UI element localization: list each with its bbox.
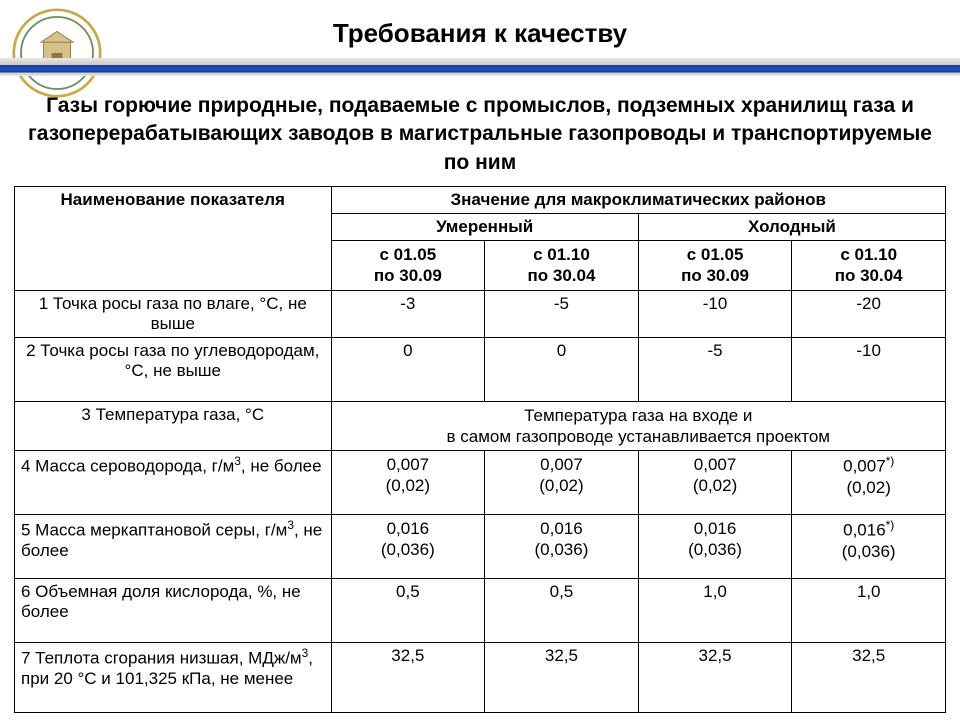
row-value: 0,016 (0,036): [331, 515, 485, 579]
value-line: (0,02): [693, 476, 737, 495]
name-part: , не более: [241, 457, 322, 476]
row-value: -10: [792, 337, 946, 401]
row-value: 0: [331, 337, 485, 401]
footnote-mark: *): [886, 518, 895, 532]
value-line: (0,02): [846, 478, 890, 497]
table-row: 4 Масса сероводорода, г/м3, не более 0,0…: [15, 451, 946, 515]
row-value: -10: [638, 290, 792, 337]
row-name: 3 Температура газа, °С: [15, 401, 332, 451]
period-line: по 30.04: [835, 266, 903, 285]
row-value: 0,007 (0,02): [485, 451, 639, 515]
value-line: 0,016: [540, 519, 583, 538]
value-line: 0,007: [387, 455, 430, 474]
col-header-period-4: с 01.10 по 30.04: [792, 241, 946, 291]
value-line: 0,016: [694, 519, 737, 538]
col-header-name: Наименование показателя: [15, 187, 332, 291]
requirements-table: Наименование показателя Значение для мак…: [14, 186, 946, 713]
row-name: 7 Теплота сгорания низшая, МДж/м3, при 2…: [15, 643, 332, 713]
row-value: 0,016 (0,036): [638, 515, 792, 579]
row-name: 6 Объемная доля кислорода, %, не более: [15, 579, 332, 643]
row-value: 0: [485, 337, 639, 401]
table-row: 6 Объемная доля кислорода, %, не более 0…: [15, 579, 946, 643]
row-value: 32,5: [638, 643, 792, 713]
name-part: 4 Масса сероводорода, г/м: [21, 457, 234, 476]
row-value: 0,5: [331, 579, 485, 643]
row-name: 2 Точка росы газа по углеводородам, °С, …: [15, 337, 332, 401]
col-header-group: Значение для макроклиматических районов: [331, 187, 945, 214]
row-value: 1,0: [792, 579, 946, 643]
row-value: -5: [638, 337, 792, 401]
row-name: 4 Масса сероводорода, г/м3, не более: [15, 451, 332, 515]
table-row: 7 Теплота сгорания низшая, МДж/м3, при 2…: [15, 643, 946, 713]
value-line: (0,036): [535, 540, 589, 559]
row-value: 0,007 (0,02): [331, 451, 485, 515]
period-line: с 01.10: [533, 245, 590, 264]
table-row: 5 Масса меркаптановой серы, г/м3, не бол…: [15, 515, 946, 579]
col-header-moderate: Умеренный: [331, 214, 638, 241]
page-subtitle: Газы горючие природные, подаваемые с про…: [14, 92, 946, 177]
header-decoration-bar: [0, 58, 960, 76]
superscript: 3: [287, 518, 294, 532]
value-line: (0,036): [381, 540, 435, 559]
name-part: 7 Теплота сгорания низшая, МДж/м: [21, 649, 302, 668]
period-line: с 01.05: [687, 245, 744, 264]
row-value: 0,5: [485, 579, 639, 643]
value-line: 0,016: [387, 519, 430, 538]
col-header-cold: Холодный: [638, 214, 945, 241]
value-line: 0,016: [843, 521, 886, 540]
row-value: -5: [485, 290, 639, 337]
period-line: по 30.04: [527, 266, 595, 285]
value-line: 0,007: [540, 455, 583, 474]
period-line: по 30.09: [681, 266, 749, 285]
table-row: 3 Температура газа, °С Температура газа …: [15, 401, 946, 451]
value-line: 0,007: [694, 455, 737, 474]
row-value: -3: [331, 290, 485, 337]
value-line: (0,036): [842, 542, 896, 561]
table-row: 1 Точка росы газа по влаге, °С, не выше …: [15, 290, 946, 337]
requirements-table-wrap: Наименование показателя Значение для мак…: [14, 186, 946, 713]
period-line: с 01.10: [840, 245, 897, 264]
value-line: (0,036): [688, 540, 742, 559]
col-header-period-3: с 01.05 по 30.09: [638, 241, 792, 291]
table-row: 2 Точка росы газа по углеводородам, °С, …: [15, 337, 946, 401]
col-header-period-2: с 01.10 по 30.04: [485, 241, 639, 291]
name-part: 5 Масса меркаптановой серы, г/м: [21, 521, 287, 540]
col-header-period-1: с 01.05 по 30.09: [331, 241, 485, 291]
value-line: (0,02): [386, 476, 430, 495]
row-value: 0,007 (0,02): [638, 451, 792, 515]
merged-line: в самом газопроводе устанавливается прое…: [447, 427, 830, 446]
row-value: 1,0: [638, 579, 792, 643]
row-merged-value: Температура газа на входе и в самом газо…: [331, 401, 945, 451]
value-line: 0,007: [843, 457, 886, 476]
page-title: Требования к качеству: [0, 18, 960, 49]
row-value: 32,5: [485, 643, 639, 713]
row-name: 1 Точка росы газа по влаге, °С, не выше: [15, 290, 332, 337]
period-line: по 30.09: [374, 266, 442, 285]
superscript: 3: [234, 454, 241, 468]
row-value: 0,007*) (0,02): [792, 451, 946, 515]
value-line: (0,02): [539, 476, 583, 495]
row-value: 32,5: [331, 643, 485, 713]
period-line: с 01.05: [379, 245, 436, 264]
footnote-mark: *): [886, 454, 895, 468]
row-value: -20: [792, 290, 946, 337]
row-value: 0,016*) (0,036): [792, 515, 946, 579]
row-value: 0,016 (0,036): [485, 515, 639, 579]
row-value: 32,5: [792, 643, 946, 713]
merged-line: Температура газа на входе и: [524, 406, 752, 425]
row-name: 5 Масса меркаптановой серы, г/м3, не бол…: [15, 515, 332, 579]
